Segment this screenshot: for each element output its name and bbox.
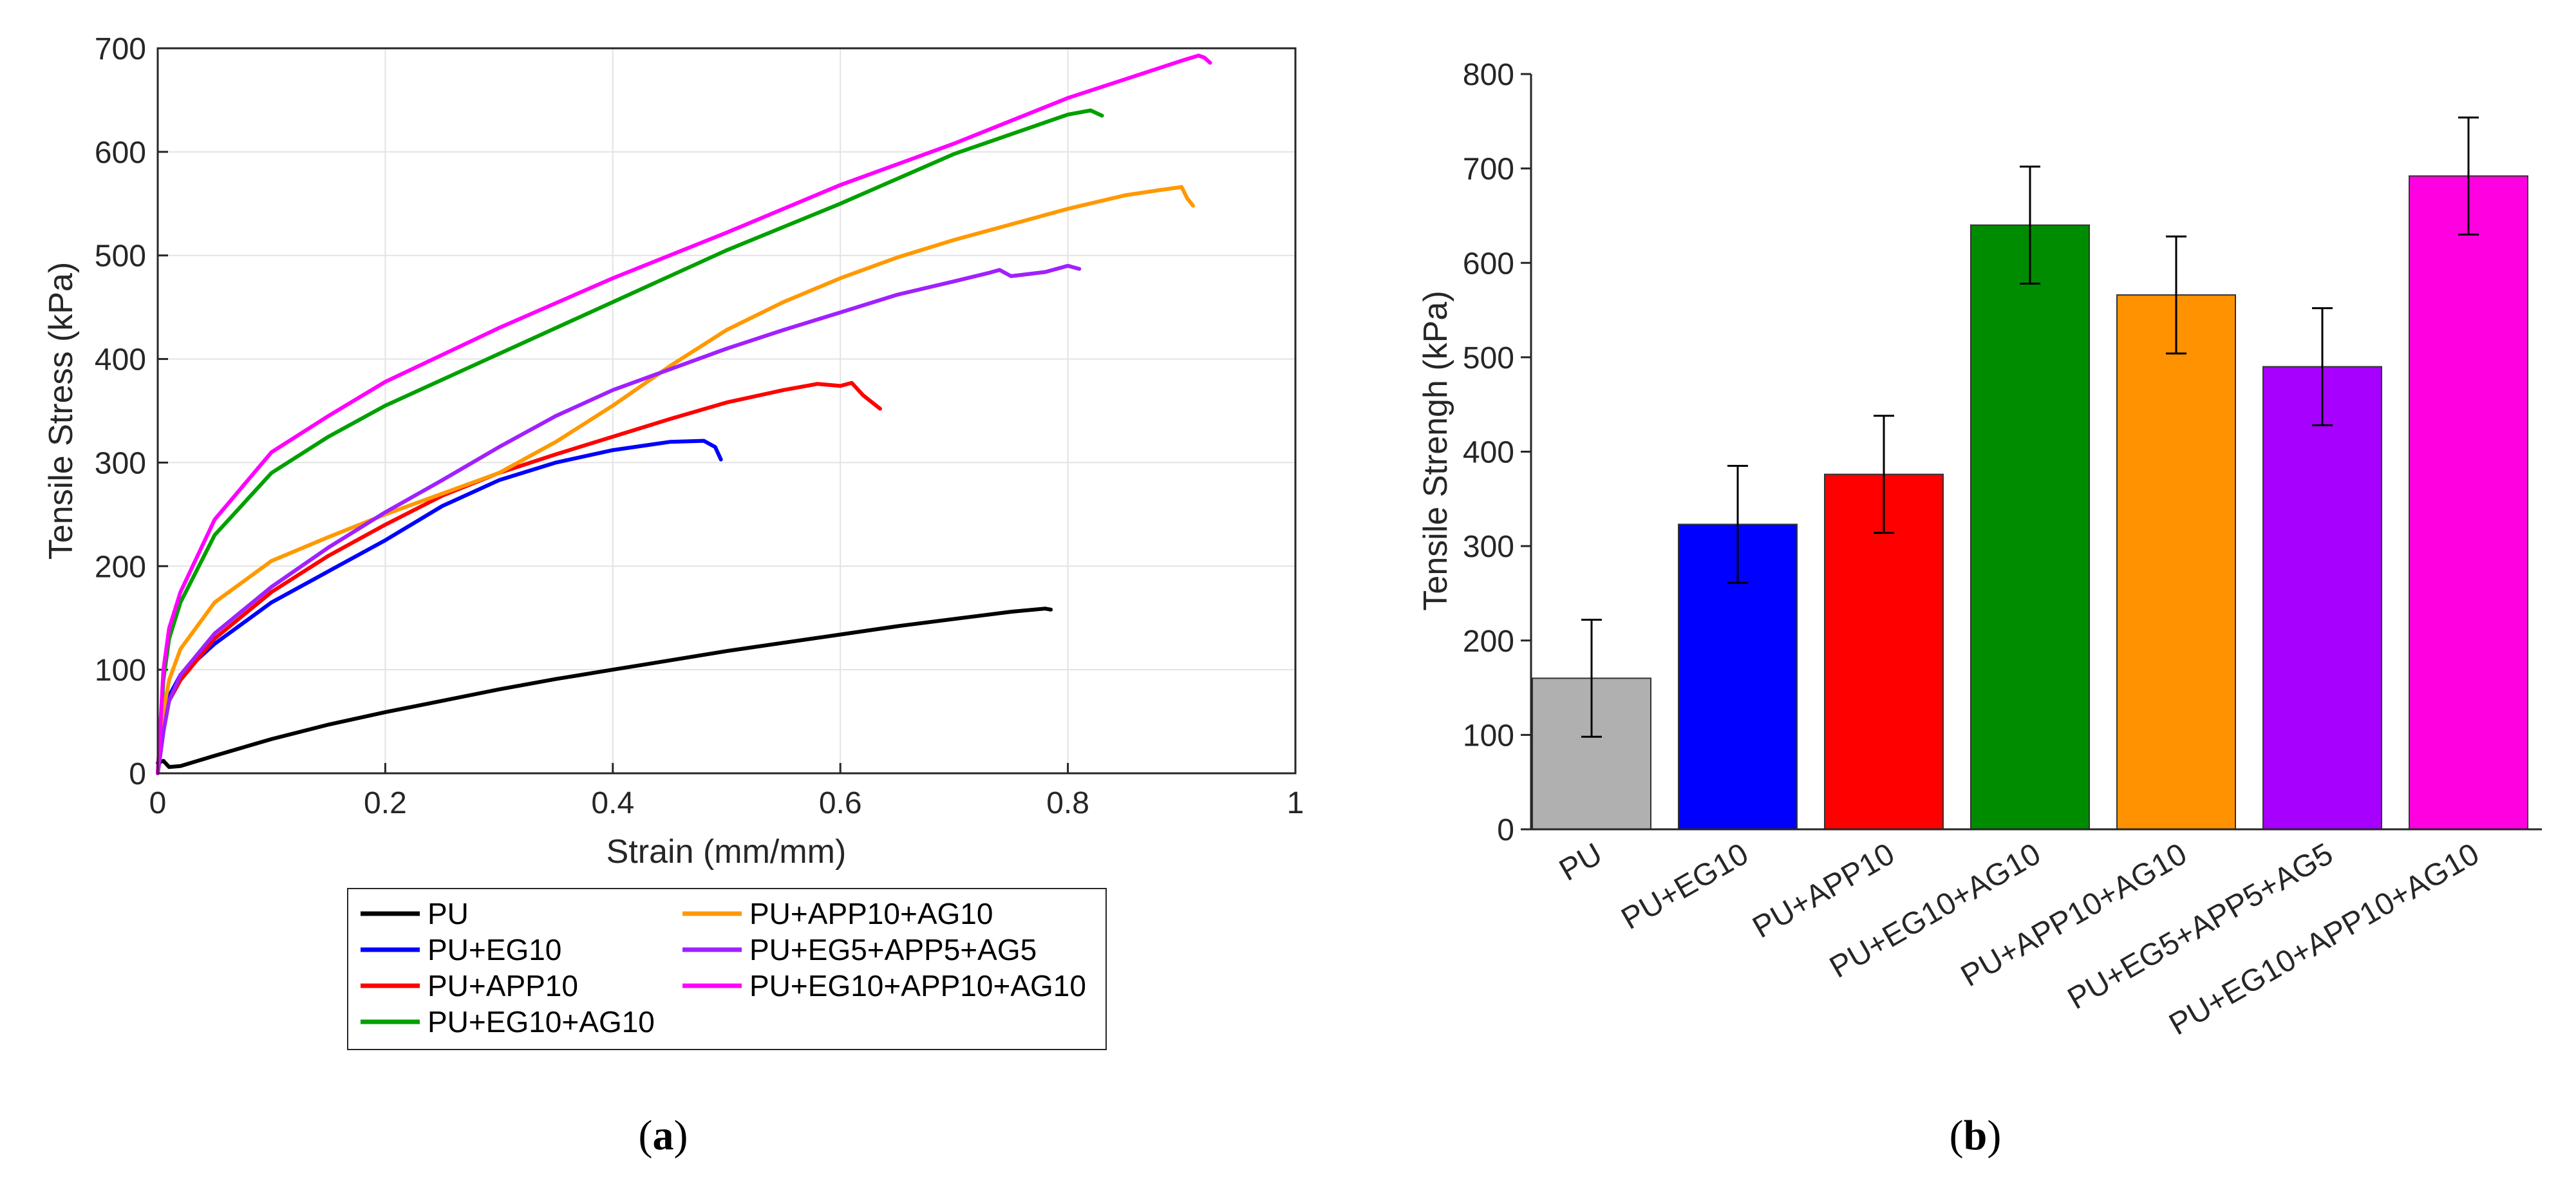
- series-line-pu-eg5-app5-ag5: [156, 263, 1082, 775]
- legend-entry: PU+EG10+APP10+AG10: [749, 969, 1086, 1003]
- y-tick-label: 0: [129, 757, 146, 791]
- panel-b-letter: b: [1964, 1112, 1988, 1159]
- line-chart-panel: 0 0.2 0.4 0.6 0.8 1 0 100 200 300 400 500 600 700 Str…: [42, 32, 1304, 1159]
- y-tick-label: 300: [95, 446, 146, 480]
- y-tick-label: 600: [95, 136, 146, 170]
- line-chart-y-axis-label: Tensile Stress (kPa): [42, 262, 80, 560]
- line-chart-ticks: 0 0.2 0.4 0.6 0.8 1 0 100 200 300 400 500 600 700: [95, 32, 1304, 820]
- y-tick-label: 100: [95, 654, 146, 688]
- y-tick-label: 500: [95, 240, 146, 274]
- x-tick-label: 0.8: [1046, 786, 1089, 820]
- series-line-pu-eg10-ag10: [156, 108, 1104, 775]
- bar-y-tick-label: 300: [1463, 530, 1514, 564]
- legend-entry: PU+EG10: [428, 933, 561, 966]
- y-tick-label: 400: [95, 343, 146, 377]
- bar-y-tick-label: 200: [1463, 625, 1514, 659]
- bar-chart-bars: [1532, 175, 2528, 831]
- legend-entry: PU: [428, 897, 469, 930]
- legend-entry: PU+EG5+APP5+AG5: [749, 933, 1037, 966]
- bar-category-label: PU: [1554, 837, 1608, 888]
- series-line-pu: [156, 607, 1053, 769]
- series-line-pu-app10: [156, 381, 882, 775]
- bar-chart-category-labels: PU PU+EG10PU+APP10PU+EG10+AG10PU+APP10+AG…: [1554, 837, 2485, 1042]
- legend-entry: PU+EG10+AG10: [428, 1005, 655, 1039]
- bar-pu-eg5-app5-ag5: [2262, 366, 2382, 830]
- bar-category-label: PU+EG5+APP5+AG5: [2062, 837, 2339, 1017]
- bar-y-tick-label: 700: [1463, 153, 1514, 187]
- bar-category-label: PU+EG10: [1616, 837, 1754, 937]
- x-tick-label: 0.4: [591, 786, 634, 820]
- bar-pu-eg10-app10-ag10: [2409, 175, 2528, 831]
- line-chart-x-axis-label: Strain (mm/mm): [606, 833, 847, 871]
- line-chart-plot-area: [156, 47, 1297, 775]
- bar-y-tick-label: 800: [1463, 58, 1514, 92]
- bar-pu-eg10-ag10: [1970, 224, 2090, 831]
- bar-y-tick-label: 100: [1463, 719, 1514, 753]
- bar-chart-panel: 0 100 200 300 400 500 600 700 800 PU PU+EG10PU+AP…: [1417, 58, 2542, 1159]
- series-line-pu-eg10-app10-ag10: [156, 53, 1212, 775]
- line-chart-frame: [156, 47, 1297, 775]
- x-tick-label: 0.2: [364, 786, 407, 820]
- legend-entry: PU+APP10: [428, 969, 578, 1003]
- line-chart-series: [156, 53, 1212, 775]
- x-tick-label: 0: [149, 786, 167, 820]
- bar-y-tick-label: 0: [1497, 813, 1514, 847]
- bar-chart-y-axis-label: Tensile Strengh (kPa): [1417, 290, 1454, 610]
- bar-y-tick-label: 400: [1463, 436, 1514, 470]
- panel-a-letter: a: [653, 1112, 674, 1159]
- panel-a-label: (a): [639, 1112, 688, 1159]
- bar-y-tick-label: 500: [1463, 341, 1514, 375]
- y-tick-label: 200: [95, 550, 146, 584]
- bar-chart-ticks: 0 100 200 300 400 500 600 700 800: [1463, 58, 1531, 847]
- series-line-pu-app10-ag10: [156, 185, 1195, 775]
- legend-entry: PU+APP10+AG10: [749, 897, 993, 930]
- bar-pu-app10-ag10: [2116, 294, 2236, 831]
- bar-chart-error-bars: [1581, 116, 2479, 738]
- x-tick-label: 1: [1287, 786, 1304, 820]
- x-tick-label: 0.6: [819, 786, 862, 820]
- y-tick-label: 700: [95, 32, 146, 66]
- panel-b-label: (b): [1950, 1112, 2002, 1159]
- bar-y-tick-label: 600: [1463, 247, 1514, 281]
